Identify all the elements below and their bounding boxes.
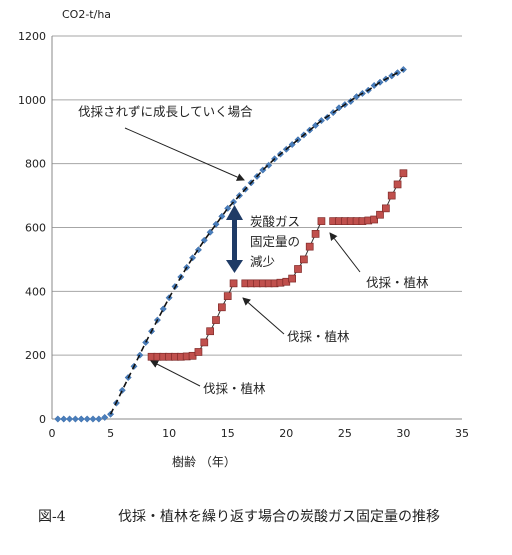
y-tick-labels: 0 200 400 600 800 1000 1200 [18,30,46,426]
data-point-harvest-replant [317,217,326,225]
data-point-no-harvest [101,413,109,421]
x-tick-label: 30 [396,427,410,440]
annotation-harvest-3: 伐採・植林 [366,275,429,290]
data-point-harvest-replant [288,274,296,283]
data-point-harvest-replant [311,230,320,238]
data-point-harvest-replant [223,292,232,300]
y-tick-label: 200 [25,349,46,362]
y-tick-label: 400 [25,285,46,298]
y-tick-label: 600 [25,222,46,235]
x-axis-label: 樹齢 （年） [172,454,236,469]
data-point-no-harvest [60,415,68,423]
co2-fixation-chart: 0 200 400 600 800 1000 1200 0 5 10 15 20 25 30 35 CO2… [18,8,470,469]
x-tick-label: 20 [279,427,293,440]
data-point-no-harvest [66,415,74,423]
data-point-no-harvest [107,410,115,418]
data-point-no-harvest [189,254,197,262]
annotations: 伐採されずに成長していく場合 炭酸ガス 固定量の 減少 伐採・植林 伐採・植林 … [78,104,429,396]
data-point-harvest-replant [294,265,302,273]
data-point-no-harvest [83,415,91,423]
annotation-harvest-1-arrow [150,360,201,387]
series-trend-dashed [109,68,404,415]
annotation-decrease-line-2: 固定量の [250,234,300,249]
annotation-decrease-line-3: 減少 [250,254,275,269]
x-tick-label: 25 [338,427,352,440]
annotation-harvest-1: 伐採・植林 [203,381,266,396]
annotation-harvest-2: 伐採・植林 [287,329,350,344]
gridlines [52,35,462,356]
data-point-harvest-replant [387,191,396,200]
data-point-no-harvest [77,415,85,423]
data-point-harvest-replant [218,303,226,312]
data-point-no-harvest [388,72,396,80]
data-point-no-harvest [159,305,167,313]
y-tick-label: 0 [39,413,46,426]
data-point-harvest-replant [206,327,214,336]
data-point-harvest-replant [399,169,408,178]
data-point-harvest-replant [376,210,384,219]
annotation-no-harvest-arrow [124,127,245,181]
data-point-no-harvest [394,69,402,77]
annotation-harvest-3-arrow [329,232,361,273]
data-point-harvest-replant [229,279,238,288]
x-tick-labels: 0 5 10 15 20 25 30 35 [49,427,470,440]
axes [51,36,462,420]
data-point-no-harvest [399,65,407,74]
x-tick-label: 35 [455,427,469,440]
data-point-harvest-replant [200,338,209,347]
x-tick-label: 0 [49,427,56,440]
data-point-no-harvest [265,161,273,169]
series-harvest-replant [147,169,408,361]
data-point-harvest-replant [194,348,203,356]
data-point-harvest-replant [212,316,220,324]
x-tick-label: 5 [107,427,114,440]
data-point-harvest-replant [305,242,314,251]
y-tick-label: 800 [25,158,46,171]
figure-caption: 図-4 伐採・植林を繰り返す場合の炭酸ガス固定量の推移 [38,506,508,526]
y-axis-label: CO2-t/ha [62,8,111,21]
data-point-no-harvest [224,204,232,212]
series-no-harvest [54,65,407,423]
figure-number: 図-4 [38,509,66,525]
trend-line [109,68,404,415]
x-tick-label: 15 [221,427,235,440]
data-point-harvest-replant [370,215,378,224]
annotation-no-harvest: 伐採されずに成長していく場合 [78,104,253,119]
data-point-no-harvest [230,198,238,206]
data-point-no-harvest [95,415,103,423]
x-tick-label: 10 [162,427,176,440]
data-point-harvest-replant [393,180,402,189]
data-point-no-harvest [206,228,214,236]
annotation-decrease-line-1: 炭酸ガス [250,214,300,229]
data-point-no-harvest [71,415,79,423]
data-point-no-harvest [54,415,62,423]
data-point-harvest-replant [300,255,308,264]
y-tick-label: 1200 [18,30,46,43]
figure-title: 伐採・植林を繰り返す場合の炭酸ガス固定量の推移 [118,509,440,525]
y-tick-label: 1000 [18,94,46,107]
data-point-no-harvest [118,386,126,394]
data-point-no-harvest [376,78,384,86]
data-point-no-harvest [142,338,150,346]
double-arrow-icon [226,205,243,273]
annotation-harvest-2-arrow [242,297,285,335]
data-point-no-harvest [89,415,97,423]
data-point-harvest-replant [382,204,390,213]
